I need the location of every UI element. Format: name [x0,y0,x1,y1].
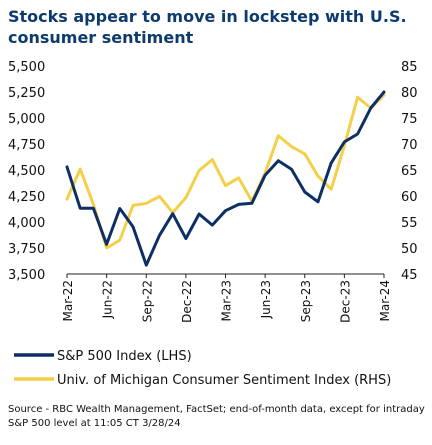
right-y-tick-label: 60 [401,190,418,205]
legend-michigan-label: Univ. of Michigan Consumer Sentiment Ind… [57,373,391,388]
right-y-tick-label: 85 [401,60,418,75]
source-note: Source - RBC Wealth Management, FactSet;… [8,404,425,429]
right-y-tick-label: 80 [401,86,418,101]
left-y-tick-label: 5,250 [8,86,45,101]
x-tick-label: Jun-23 [259,280,273,319]
left-y-tick-label: 5,000 [8,112,45,127]
x-tick-label: Sep-22 [140,280,154,322]
right-y-tick-label: 75 [401,112,418,127]
left-y-tick-label: 5,500 [8,60,45,75]
x-tick-label: Jun-22 [101,280,115,319]
x-tick-label: Mar-24 [378,280,392,321]
left-y-tick-label: 4,000 [8,216,45,231]
chart-title: Stocks appear to move in lockstep with U… [8,7,407,47]
sp500-line [65,90,386,267]
michigan-sentiment-line [65,93,386,250]
left-y-tick-label: 4,250 [8,190,45,205]
x-tick-label: Mar-22 [61,280,75,321]
right-y-tick-label: 55 [401,216,418,231]
left-y-tick-label: 3,500 [8,268,45,283]
right-y-axis: 45 50 55 60 65 70 75 80 85 [401,60,418,283]
right-y-tick-label: 45 [401,268,418,283]
left-y-axis: 3,500 3,750 4,000 4,250 4,500 4,750 5,000 5,250… [8,60,45,283]
x-tick-label: Sep-23 [299,280,313,322]
left-y-tick-label: 4,750 [8,138,45,153]
right-y-tick-label: 50 [401,242,418,257]
right-y-tick-label: 70 [401,138,418,153]
x-tick-label: Dec-22 [180,280,194,323]
legend-sp500-label: S&P 500 Index (LHS) [57,349,192,364]
left-y-tick-label: 4,500 [8,164,45,179]
x-tick-label: Dec-23 [338,280,352,323]
series-lines [65,90,386,267]
x-axis: Mar-22 Jun-22 Sep-22 Dec-22 Mar-23 Jun-23 Sep-… [61,273,392,323]
x-tick-label: Mar-23 [220,280,234,321]
right-y-tick-label: 65 [401,164,418,179]
left-y-tick-label: 3,750 [8,242,45,257]
legend: S&P 500 Index (LHS) Univ. of Michigan Con… [14,349,391,388]
